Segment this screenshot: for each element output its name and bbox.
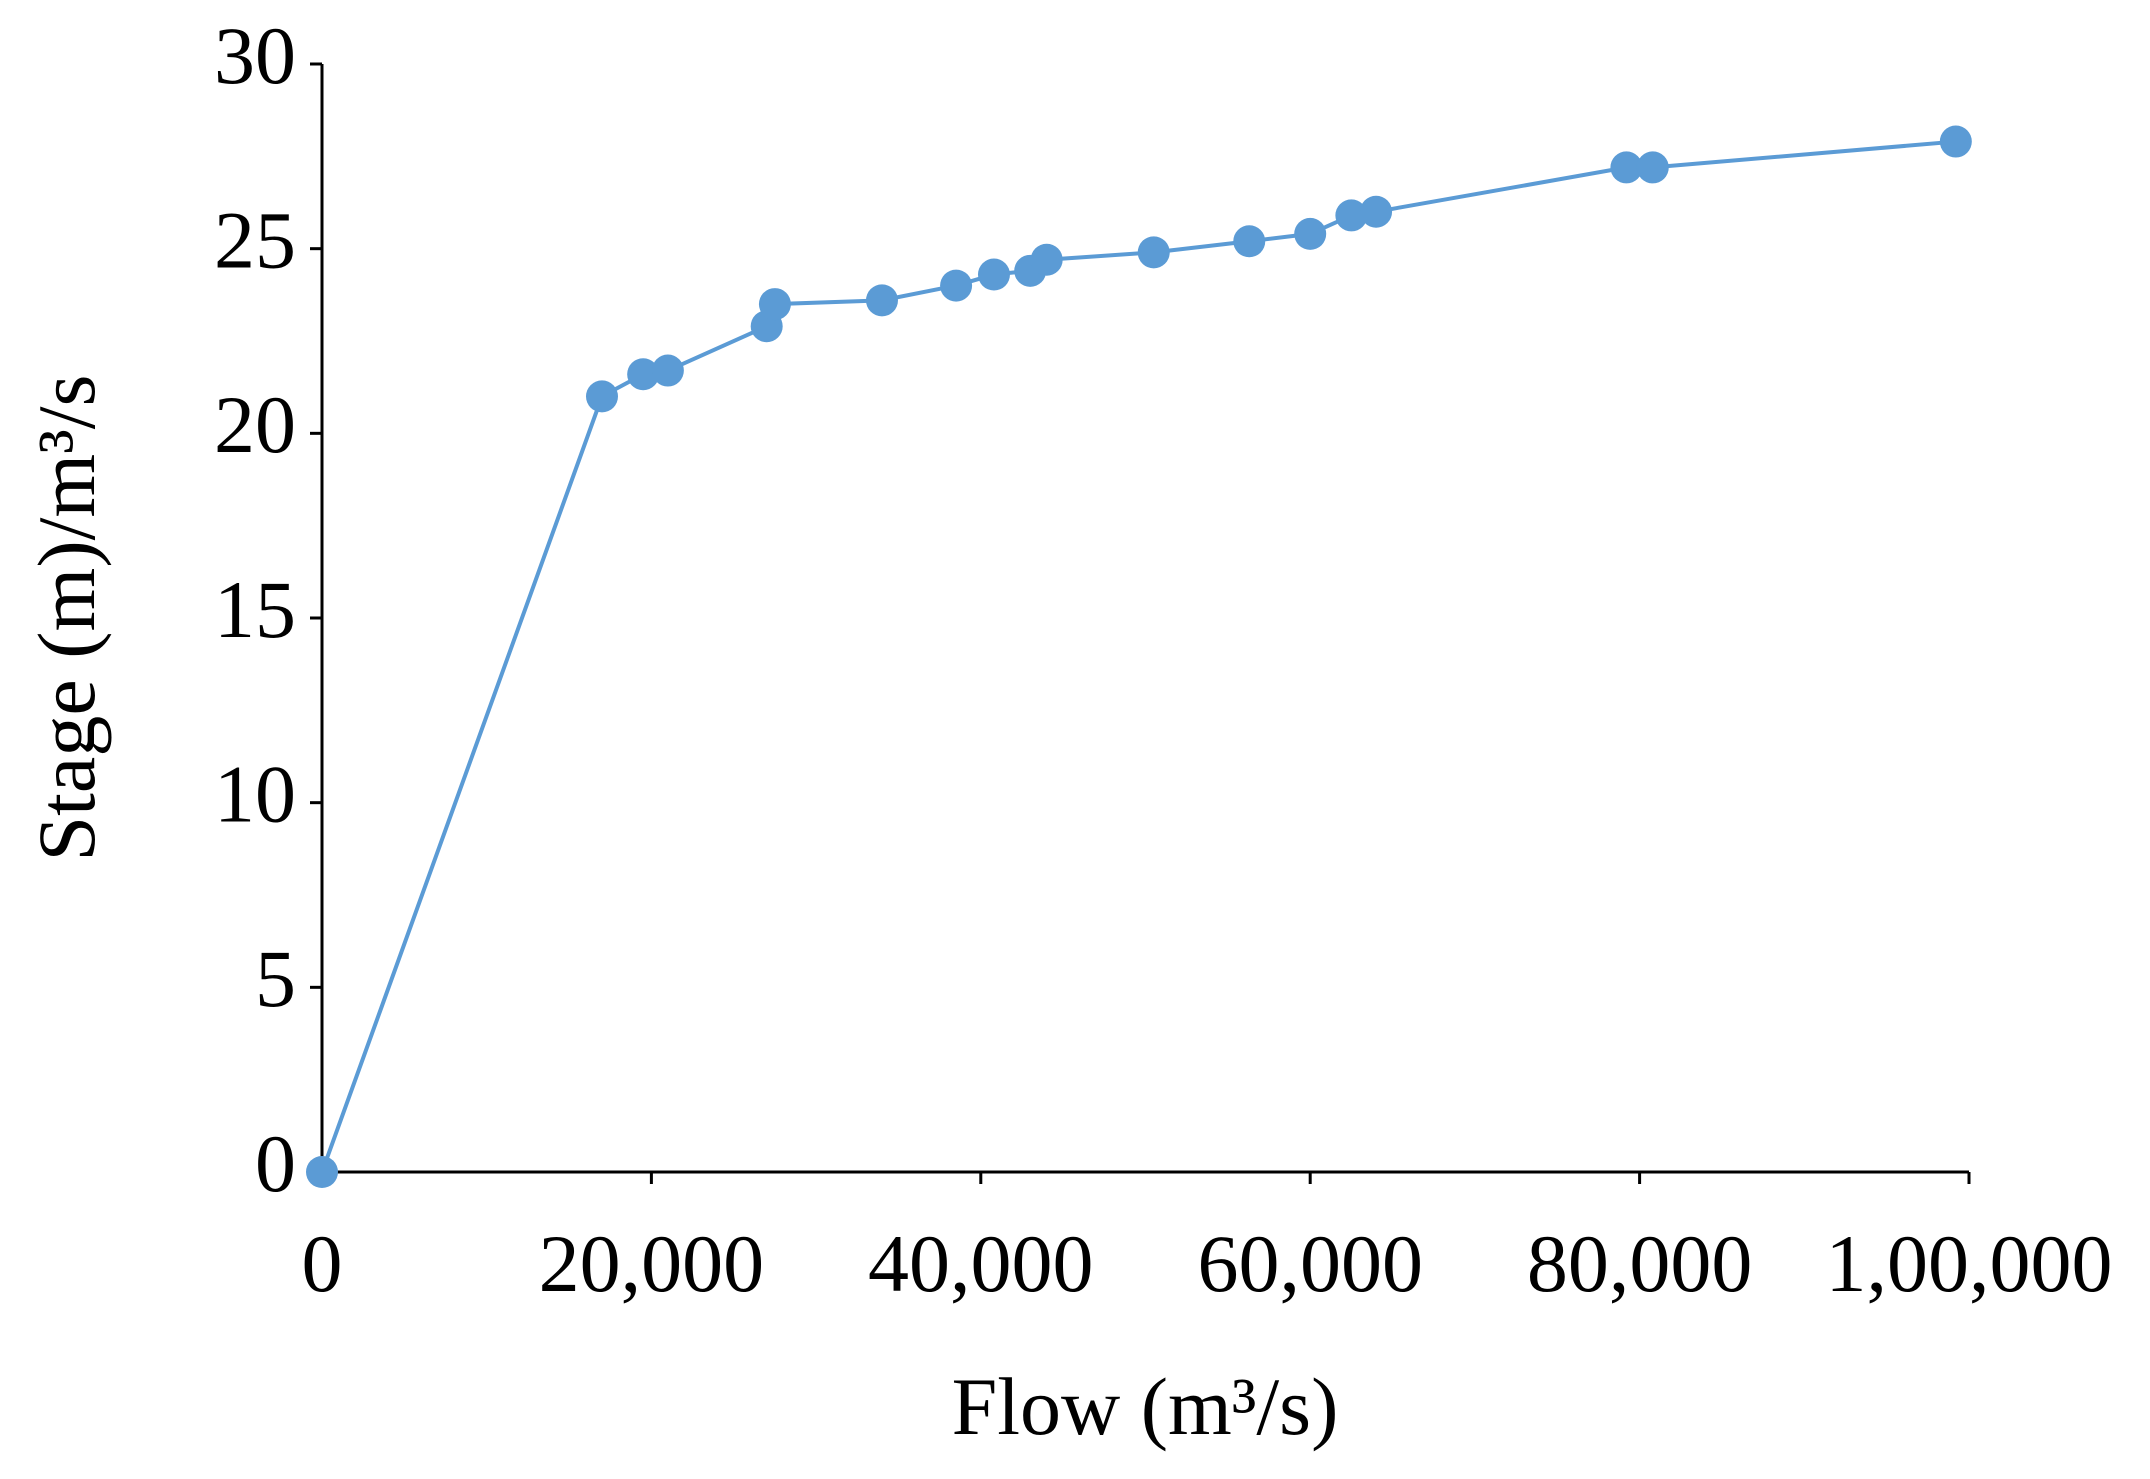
y-tick-label: 0 — [255, 1118, 296, 1209]
data-point — [1360, 195, 1393, 228]
x-tick-label: 1,00,000 — [1826, 1218, 2113, 1309]
x-tick-label: 80,000 — [1527, 1218, 1753, 1309]
data-point — [1137, 236, 1170, 269]
y-tick-label: 15 — [214, 564, 296, 655]
data-point — [1030, 243, 1063, 276]
data-point — [1294, 217, 1327, 250]
x-axis-label: Flow (m³/s) — [952, 1361, 1339, 1452]
x-tick-label: 0 — [302, 1218, 343, 1309]
data-point — [585, 380, 618, 413]
x-tick-label: 60,000 — [1197, 1218, 1423, 1309]
data-point — [977, 258, 1010, 291]
data-point — [1335, 199, 1368, 232]
data-point — [627, 358, 660, 391]
y-tick-label: 25 — [214, 194, 296, 285]
data-point — [1610, 151, 1643, 184]
y-tick-label: 30 — [214, 10, 296, 101]
y-axis-label: Stage (m)/m³/s — [21, 375, 112, 862]
data-point — [940, 269, 973, 302]
y-tick-label: 10 — [214, 748, 296, 839]
data-point — [865, 284, 898, 317]
x-tick-label: 40,000 — [868, 1218, 1094, 1309]
y-tick-label: 20 — [214, 379, 296, 470]
x-tick-label: 20,000 — [539, 1218, 765, 1309]
data-point — [1233, 225, 1266, 258]
data-point — [1939, 125, 1972, 158]
data-line — [320, 139, 1956, 1173]
data-point — [306, 1156, 338, 1188]
data-point — [758, 288, 791, 321]
data-point — [651, 354, 684, 387]
y-tick-label: 5 — [255, 933, 296, 1024]
data-point — [1636, 151, 1669, 184]
